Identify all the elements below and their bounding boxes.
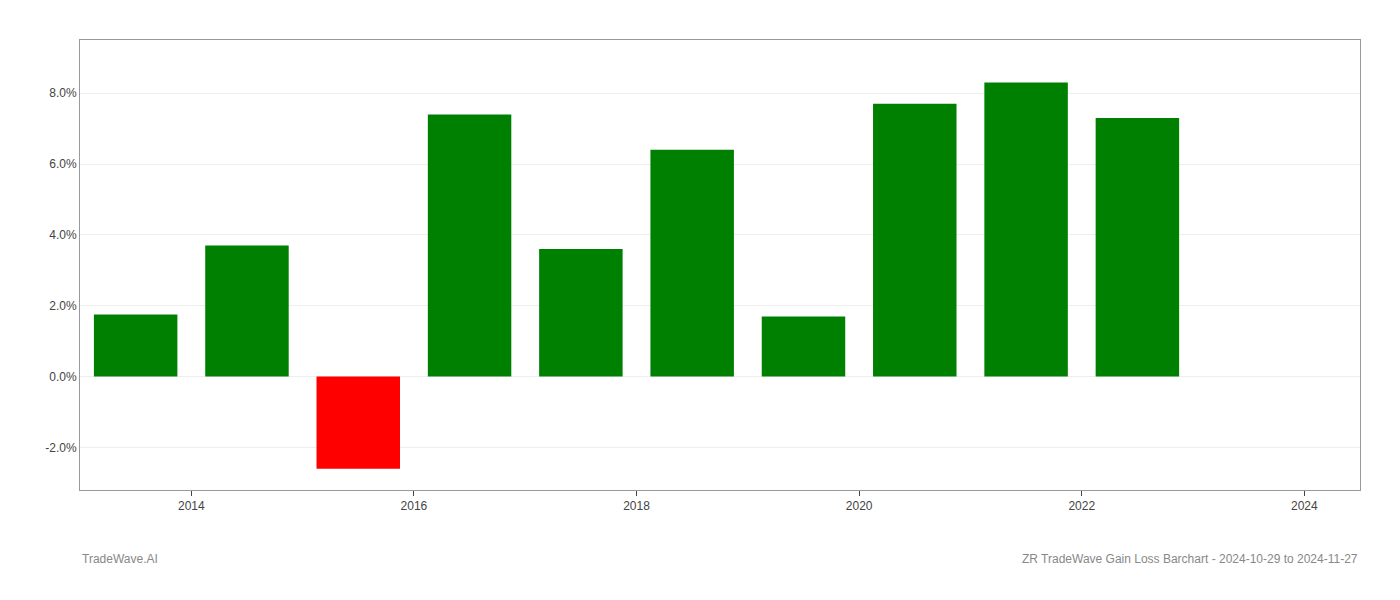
svg-text:4.0%: 4.0% xyxy=(49,228,77,242)
svg-text:8.0%: 8.0% xyxy=(49,86,77,100)
svg-text:2024: 2024 xyxy=(1291,499,1318,513)
svg-text:0.0%: 0.0% xyxy=(49,370,77,384)
svg-text:2014: 2014 xyxy=(178,499,205,513)
svg-text:2022: 2022 xyxy=(1068,499,1095,513)
svg-text:2.0%: 2.0% xyxy=(49,299,77,313)
svg-text:TradeWave.AI: TradeWave.AI xyxy=(82,552,158,566)
svg-text:6.0%: 6.0% xyxy=(49,157,77,171)
svg-text:2018: 2018 xyxy=(623,499,650,513)
svg-text:2020: 2020 xyxy=(846,499,873,513)
svg-text:-2.0%: -2.0% xyxy=(45,441,77,455)
svg-text:ZR TradeWave Gain Loss Barchar: ZR TradeWave Gain Loss Barchart - 2024-1… xyxy=(1022,552,1358,566)
svg-text:2016: 2016 xyxy=(401,499,428,513)
